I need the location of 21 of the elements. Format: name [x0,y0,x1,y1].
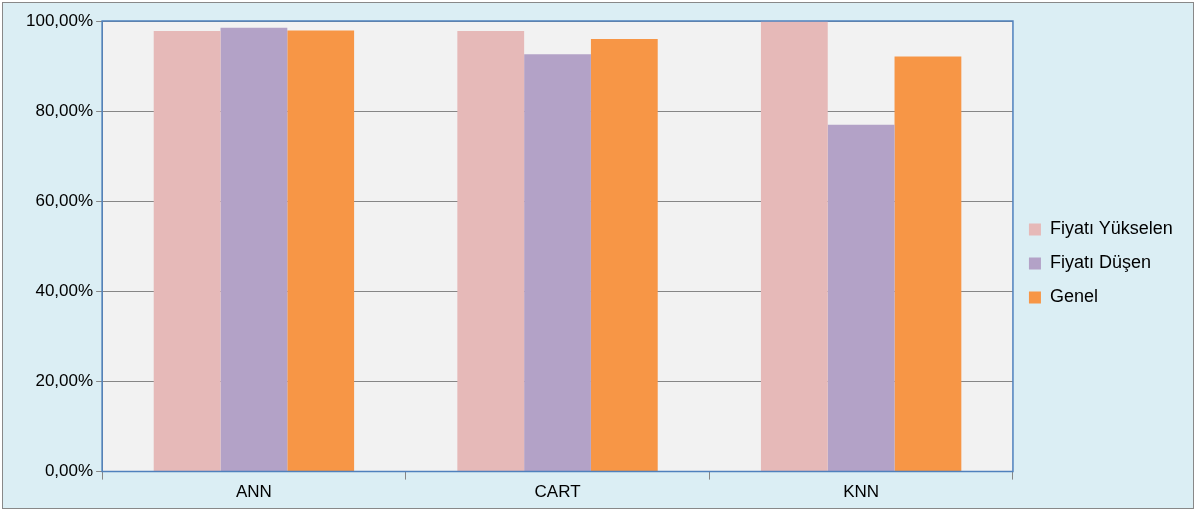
bar [827,124,895,472]
y-tick-label: 60,00% [35,190,94,210]
y-tick-label: 20,00% [35,371,94,391]
legend-label: Genel [1049,286,1098,307]
y-tick-label: 40,00% [35,281,94,301]
bar [590,39,658,472]
legend-label: Fiyatı Düşen [1049,252,1151,273]
x-tick-label: ANN [235,482,272,502]
x-tick-label: CART [534,482,581,502]
y-tick-label: 80,00% [35,100,94,120]
bar [524,54,591,472]
x-tick-label: KNN [843,482,880,502]
bar [153,30,221,472]
bar [894,56,962,472]
legend-label: Fiyatı Yükselen [1049,218,1173,239]
bar [287,30,355,472]
bar [220,27,288,472]
bar [457,30,525,472]
y-tick-label: 0,00% [44,461,94,481]
bar [760,21,828,472]
y-tick-label: 100,00% [25,10,94,30]
